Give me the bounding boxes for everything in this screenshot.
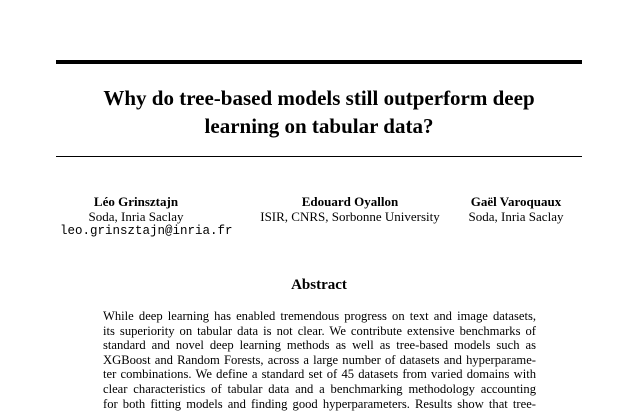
title-line: learning on tabular data? (204, 114, 434, 138)
author-email: leo.grinsztajn@inria.fr (60, 224, 233, 238)
abstract-line: for both fitting models and finding good… (103, 396, 536, 411)
author-name: Edouard Oyallon (301, 194, 399, 209)
abstract-line: standard and novel deep learning methods… (103, 338, 536, 353)
paper-title: Why do tree-based models still outperfor… (56, 84, 582, 140)
author-name: Léo Grinsztajn (93, 194, 179, 209)
abstract-line: While deep learning has enabled tremendo… (103, 309, 536, 323)
author-affiliation: ISIR, CNRS, Sorbonne University (260, 209, 440, 224)
author-affiliation: Soda, Inria Saclay (468, 209, 564, 224)
title-line: Why do tree-based models still outperfor… (103, 86, 535, 110)
author-affiliation: Soda, Inria Saclay (88, 209, 184, 224)
abstract-body: While deep learning has enabled tremendo… (103, 309, 536, 411)
abstract-line: ter combinations. We define a standard s… (103, 367, 536, 382)
title-bottom-rule (56, 156, 582, 157)
abstract-heading: Abstract (291, 277, 347, 293)
abstract-line: clear characteristics of tabular data an… (103, 381, 536, 396)
abstract-line: XGBoost and Random Forests, across a lar… (103, 352, 536, 367)
author-block: Léo Grinsztajn Soda, Inria Saclay leo.gr… (60, 194, 233, 239)
author-block: Edouard Oyallon ISIR, CNRS, Sorbonne Uni… (250, 194, 450, 224)
abstract-line: its superiority on tabular data is not c… (103, 323, 536, 338)
author-block: Gaël Varoquaux Soda, Inria Saclay (456, 194, 576, 224)
title-top-rule (56, 60, 582, 64)
author-name: Gaël Varoquaux (470, 194, 562, 209)
